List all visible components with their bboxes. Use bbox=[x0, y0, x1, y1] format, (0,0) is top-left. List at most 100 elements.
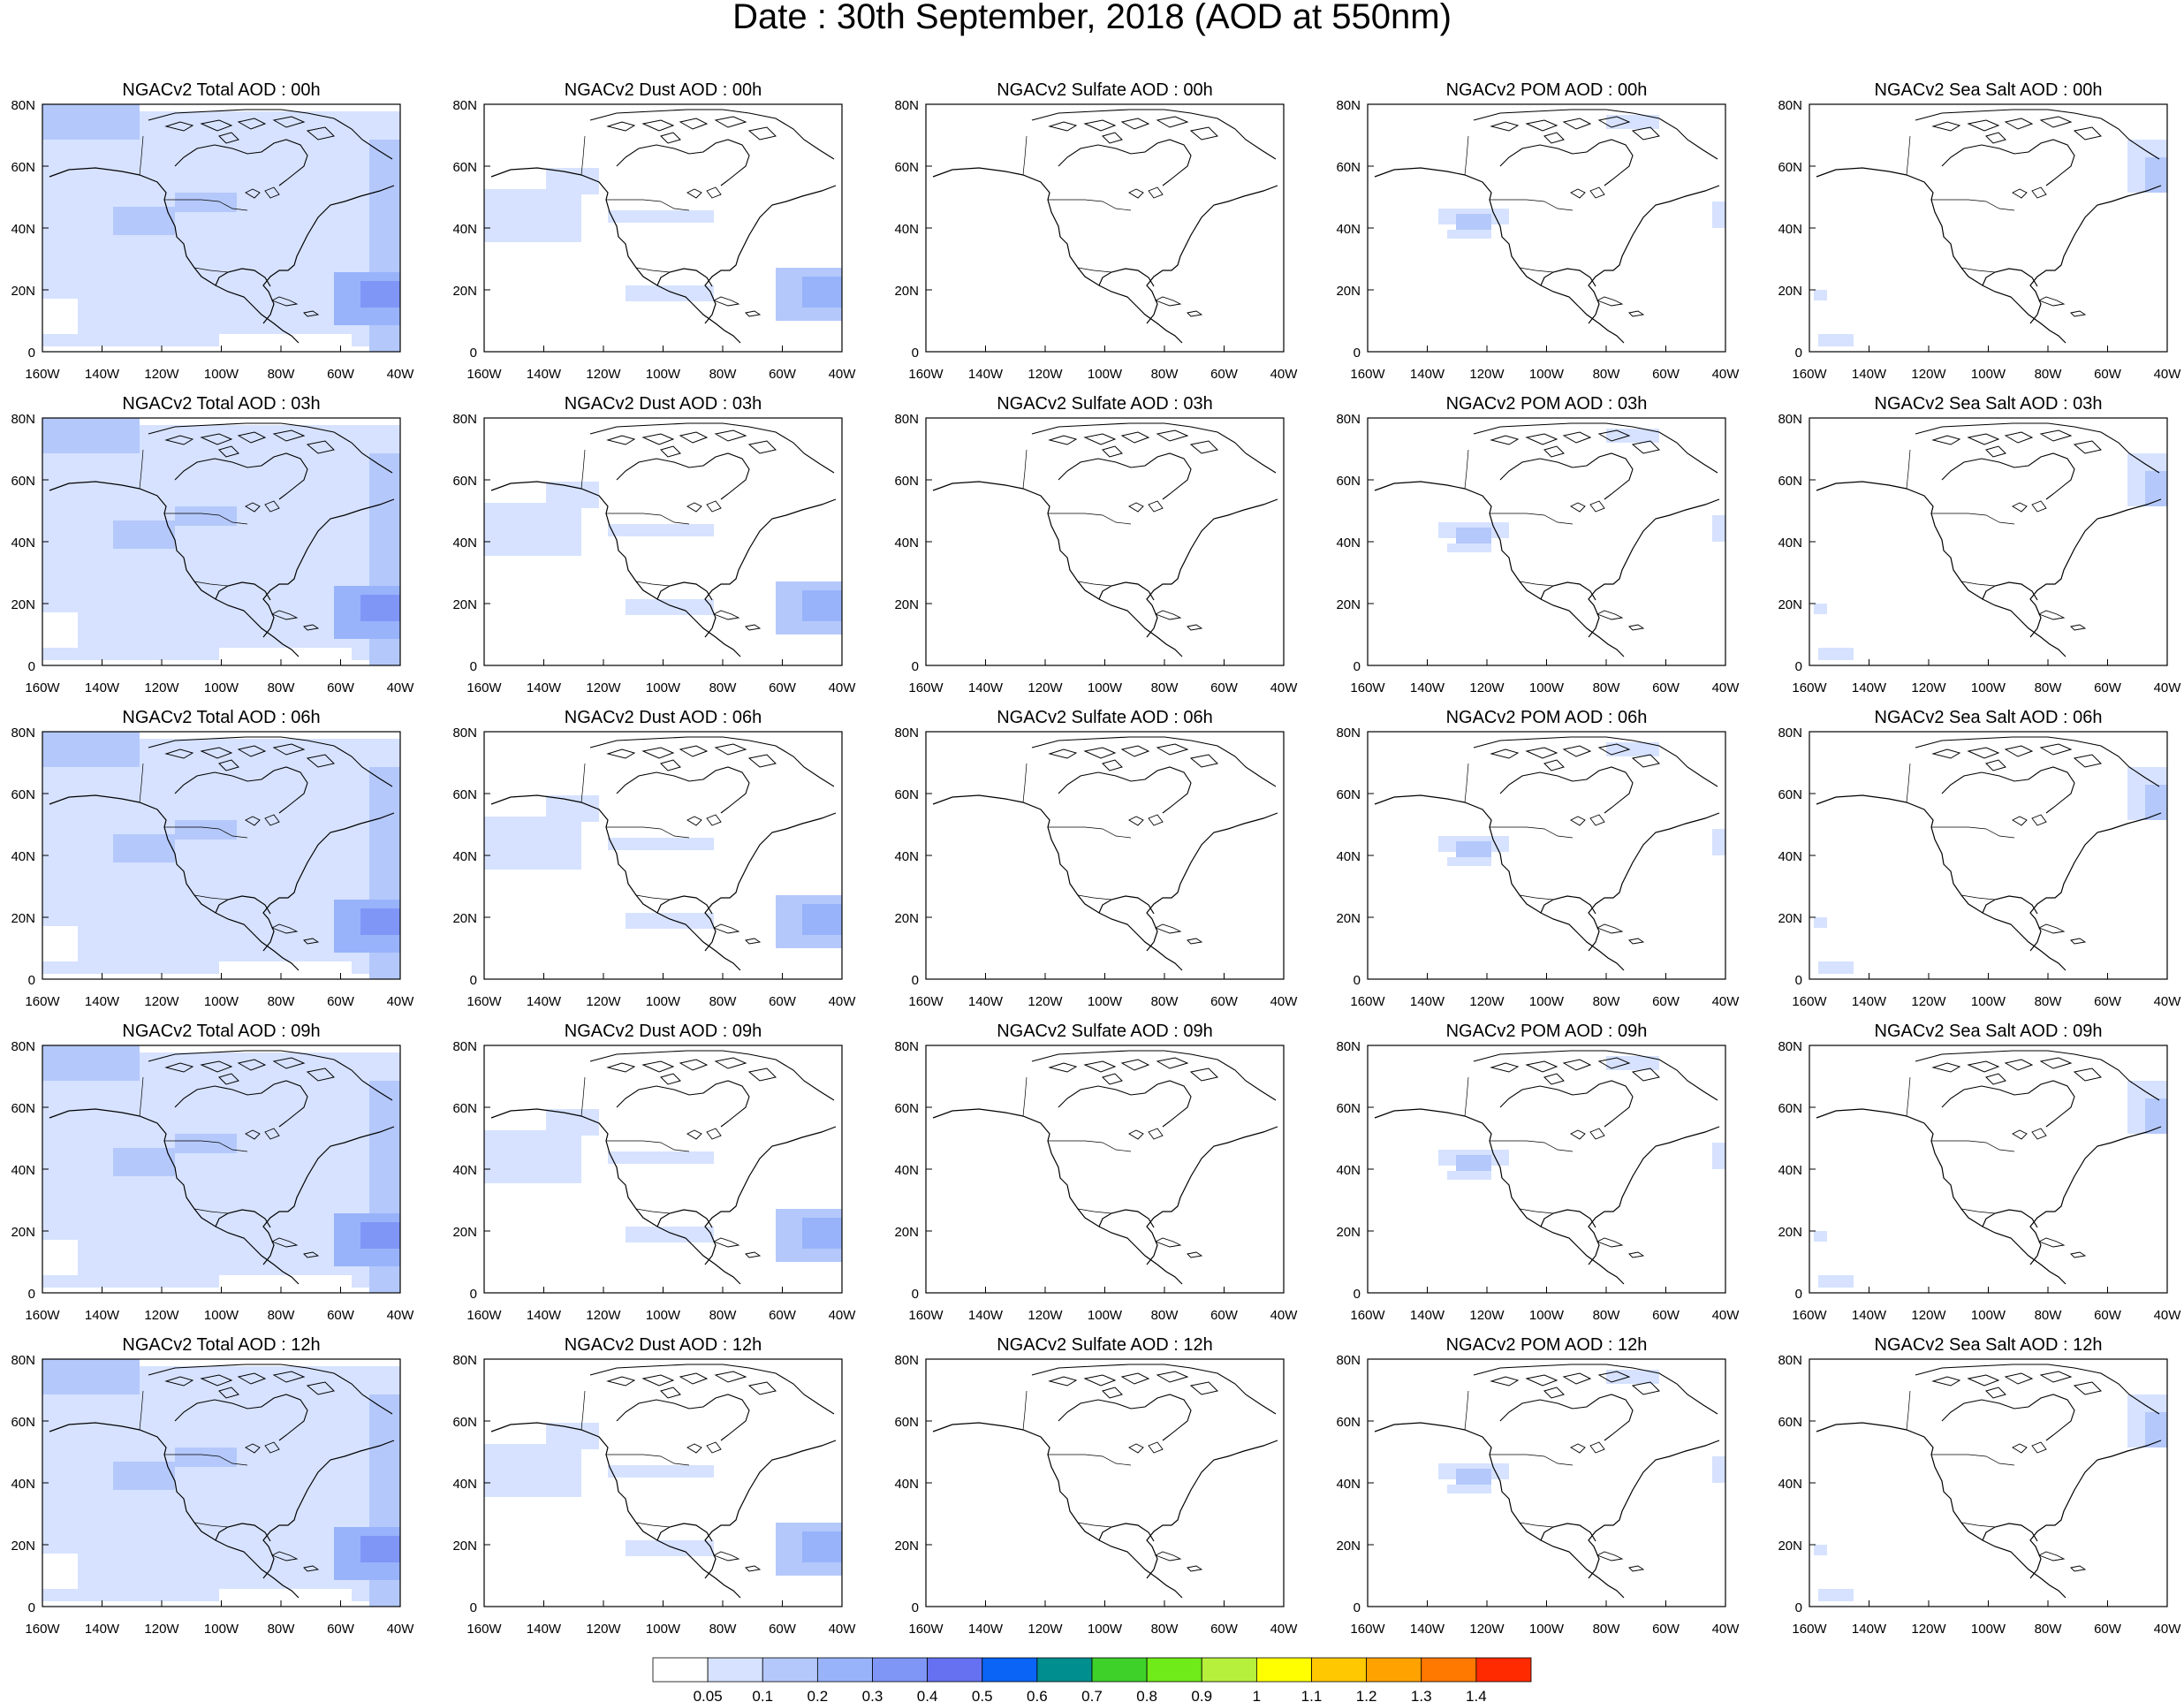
aod-shading bbox=[1814, 1231, 1827, 1242]
panel-title: NGACv2 Sea Salt AOD : 09h bbox=[1875, 1022, 2103, 1041]
x-tick-label: 160W bbox=[1350, 680, 1385, 695]
y-tick-label: 0 bbox=[28, 1287, 35, 1302]
panel-title: NGACv2 Total AOD : 00h bbox=[122, 80, 320, 100]
aod-shading bbox=[1814, 604, 1827, 614]
aod-shading bbox=[484, 1130, 581, 1183]
aod-shading bbox=[1456, 214, 1491, 230]
map-panel: NGACv2 Total AOD : 03h 80N 60N 40N 20N 0 160W 1… bbox=[11, 394, 414, 695]
x-tick-label: 120W bbox=[144, 367, 179, 382]
x-tick-label: 140W bbox=[85, 994, 120, 1009]
y-tick-label: 60N bbox=[11, 1101, 35, 1116]
aod-shading bbox=[1818, 648, 1854, 660]
map-panel: NGACv2 Dust AOD : 06h 80N 60N 40N 20N 0 160W 14… bbox=[452, 708, 856, 1009]
x-tick-label: 40W bbox=[2154, 367, 2182, 382]
x-tick-label: 160W bbox=[908, 994, 944, 1009]
x-tick-label: 60W bbox=[327, 367, 355, 382]
aod-shading-clear bbox=[219, 1589, 352, 1607]
colorbar-label: 0.9 bbox=[1191, 1688, 1212, 1702]
aod-shading bbox=[1814, 290, 1827, 300]
y-tick-label: 0 bbox=[1795, 1600, 1802, 1615]
x-tick-label: 40W bbox=[1270, 367, 1299, 382]
aod-shading bbox=[2145, 785, 2167, 820]
y-tick-label: 60N bbox=[452, 474, 477, 489]
colorbar-swatch bbox=[1421, 1657, 1477, 1683]
y-tick-label: 40N bbox=[894, 222, 919, 237]
map-background bbox=[1809, 1045, 2167, 1293]
aod-shading bbox=[360, 595, 400, 621]
x-tick-label: 100W bbox=[1971, 680, 2006, 695]
colorbar-swatch bbox=[762, 1657, 818, 1683]
x-tick-label: 60W bbox=[1210, 994, 1239, 1009]
x-tick-label: 40W bbox=[1712, 994, 1740, 1009]
x-tick-label: 120W bbox=[144, 1622, 179, 1637]
y-tick-label: 20N bbox=[1778, 1225, 1802, 1240]
y-tick-label: 40N bbox=[1778, 222, 1802, 237]
x-tick-label: 120W bbox=[1028, 1308, 1063, 1323]
x-tick-label: 40W bbox=[829, 680, 857, 695]
y-tick-label: 80N bbox=[11, 1353, 35, 1368]
x-tick-label: 120W bbox=[586, 1308, 621, 1323]
x-tick-label: 140W bbox=[1410, 994, 1445, 1009]
y-tick-label: 60N bbox=[1336, 1415, 1361, 1430]
x-tick-label: 140W bbox=[527, 1308, 562, 1323]
aod-shading bbox=[802, 1531, 842, 1562]
x-tick-label: 140W bbox=[85, 1308, 120, 1323]
panel-title: NGACv2 Sulfate AOD : 09h bbox=[997, 1022, 1213, 1041]
colorbar-label: 1.4 bbox=[1466, 1688, 1487, 1702]
y-tick-label: 0 bbox=[1354, 346, 1361, 361]
map-panel: NGACv2 Sea Salt AOD : 03h 80N 60N 40N 20N 0 16… bbox=[1778, 394, 2181, 695]
aod-shading bbox=[1447, 857, 1491, 866]
x-tick-label: 80W bbox=[709, 1622, 738, 1637]
y-tick-label: 60N bbox=[1336, 160, 1361, 175]
x-tick-label: 120W bbox=[586, 994, 621, 1009]
panel-title: NGACv2 Dust AOD : 00h bbox=[565, 80, 762, 100]
aod-shading bbox=[42, 732, 140, 767]
aod-shading-clear bbox=[42, 1554, 78, 1589]
y-tick-label: 40N bbox=[894, 1163, 919, 1178]
panel-title: NGACv2 Sulfate AOD : 03h bbox=[997, 394, 1213, 414]
x-tick-label: 140W bbox=[968, 680, 1004, 695]
x-tick-label: 120W bbox=[1028, 994, 1063, 1009]
y-tick-label: 80N bbox=[452, 98, 477, 113]
y-tick-label: 40N bbox=[11, 536, 35, 551]
y-tick-label: 40N bbox=[894, 1477, 919, 1492]
x-tick-label: 160W bbox=[1792, 994, 1827, 1009]
x-tick-label: 80W bbox=[709, 994, 738, 1009]
colorbar-swatch bbox=[1255, 1657, 1312, 1683]
x-tick-label: 60W bbox=[1652, 367, 1680, 382]
x-tick-label: 160W bbox=[25, 1622, 60, 1637]
y-tick-label: 40N bbox=[1336, 1163, 1361, 1178]
x-tick-label: 160W bbox=[466, 1308, 502, 1323]
map-panel: NGACv2 Total AOD : 12h 80N 60N 40N 20N 0 160W 1… bbox=[11, 1335, 414, 1637]
x-tick-label: 40W bbox=[1712, 367, 1740, 382]
y-tick-label: 40N bbox=[11, 849, 35, 864]
aod-shading bbox=[484, 817, 581, 870]
y-tick-label: 40N bbox=[452, 1477, 477, 1492]
x-tick-label: 160W bbox=[1350, 994, 1385, 1009]
y-tick-label: 80N bbox=[894, 98, 919, 113]
x-tick-label: 100W bbox=[1529, 1622, 1565, 1637]
map-background bbox=[926, 418, 1284, 665]
x-tick-label: 80W bbox=[1593, 994, 1621, 1009]
panel-title: NGACv2 Sulfate AOD : 06h bbox=[997, 708, 1213, 727]
aod-shading bbox=[113, 520, 175, 549]
map-panel: NGACv2 Sulfate AOD : 00h 80N 60N 40N 20N 0 160… bbox=[894, 80, 1298, 382]
x-tick-label: 160W bbox=[1792, 367, 1827, 382]
map-panel: NGACv2 Total AOD : 06h 80N 60N 40N 20N 0 160W 1… bbox=[11, 708, 414, 1009]
aod-shading bbox=[1456, 841, 1491, 857]
aod-shading bbox=[1606, 1370, 1659, 1384]
x-tick-label: 60W bbox=[2094, 680, 2122, 695]
x-tick-label: 80W bbox=[2035, 367, 2063, 382]
x-tick-label: 120W bbox=[586, 680, 621, 695]
y-tick-label: 20N bbox=[452, 911, 477, 926]
aod-shading bbox=[1447, 543, 1491, 552]
y-tick-label: 20N bbox=[11, 597, 35, 612]
x-tick-label: 80W bbox=[1151, 367, 1179, 382]
x-tick-label: 120W bbox=[1028, 367, 1063, 382]
panel-title: NGACv2 Sulfate AOD : 12h bbox=[997, 1335, 1213, 1355]
map-panel: NGACv2 Total AOD : 09h 80N 60N 40N 20N 0 160W 1… bbox=[11, 1022, 414, 1323]
x-tick-label: 160W bbox=[1792, 680, 1827, 695]
y-tick-label: 40N bbox=[1778, 1163, 1802, 1178]
aod-shading bbox=[175, 1134, 237, 1153]
map-background bbox=[1368, 104, 1725, 352]
